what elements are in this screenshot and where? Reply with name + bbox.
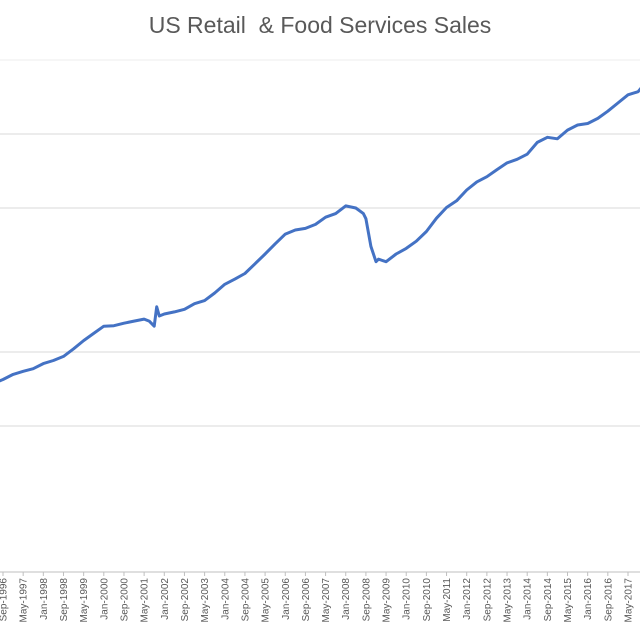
x-tick-label: May-2005 — [261, 578, 272, 623]
x-tick-label: May-2007 — [321, 578, 332, 623]
x-tick-label: Jan-2006 — [281, 578, 292, 620]
x-tick-label: May-2017 — [624, 578, 635, 623]
series-layer — [0, 86, 640, 383]
x-tick-label: Jan-2016 — [583, 578, 594, 620]
chart-title: US Retail & Food Services Sales — [148, 12, 492, 38]
gridlines — [0, 59, 640, 573]
x-tick-label: May-1997 — [19, 578, 30, 623]
x-tick-label: Sep-2006 — [301, 578, 312, 622]
x-tick-label: May-2015 — [563, 578, 574, 623]
x-tick-label: Sep-2008 — [361, 578, 372, 622]
x-tick-label: Jan-2008 — [341, 578, 352, 620]
x-tick-label: Jan-2000 — [99, 578, 110, 620]
x-tick-label: Sep-2016 — [603, 578, 614, 622]
x-tick-label: Sep-2002 — [180, 578, 191, 622]
x-tick-label: Sep-1996 — [0, 578, 10, 622]
x-tick-label: Sep-2010 — [422, 578, 433, 622]
x-tick-label: May-2009 — [382, 578, 393, 623]
x-tick-label: Jan-2010 — [402, 578, 413, 620]
x-tick-label: May-2003 — [200, 578, 211, 623]
x-tick-label: Jan-2004 — [220, 578, 231, 620]
x-tick-label: Sep-2004 — [240, 578, 251, 622]
x-tick-label: Jan-2012 — [462, 578, 473, 620]
x-tick-label: Sep-2014 — [543, 578, 554, 622]
x-tick-label: May-2013 — [503, 578, 514, 623]
x-tick-label: Sep-2012 — [482, 578, 493, 622]
x-axis-tick-labels: Sep-1996 May-1997 Jan-1998 Sep-1998 May-1999… — [0, 572, 635, 622]
x-tick-label: Jan-1998 — [39, 578, 50, 620]
series-line — [0, 86, 640, 383]
x-tick-label: Jan-2014 — [523, 578, 534, 620]
x-tick-label: Sep-1998 — [59, 578, 70, 622]
x-tick-label: Sep-2000 — [119, 578, 130, 622]
x-tick-label: May-2011 — [442, 578, 453, 622]
x-tick-label: May-1999 — [79, 578, 90, 623]
x-tick-label: Jan-2002 — [160, 578, 171, 620]
x-tick-label: May-2001 — [140, 578, 151, 623]
